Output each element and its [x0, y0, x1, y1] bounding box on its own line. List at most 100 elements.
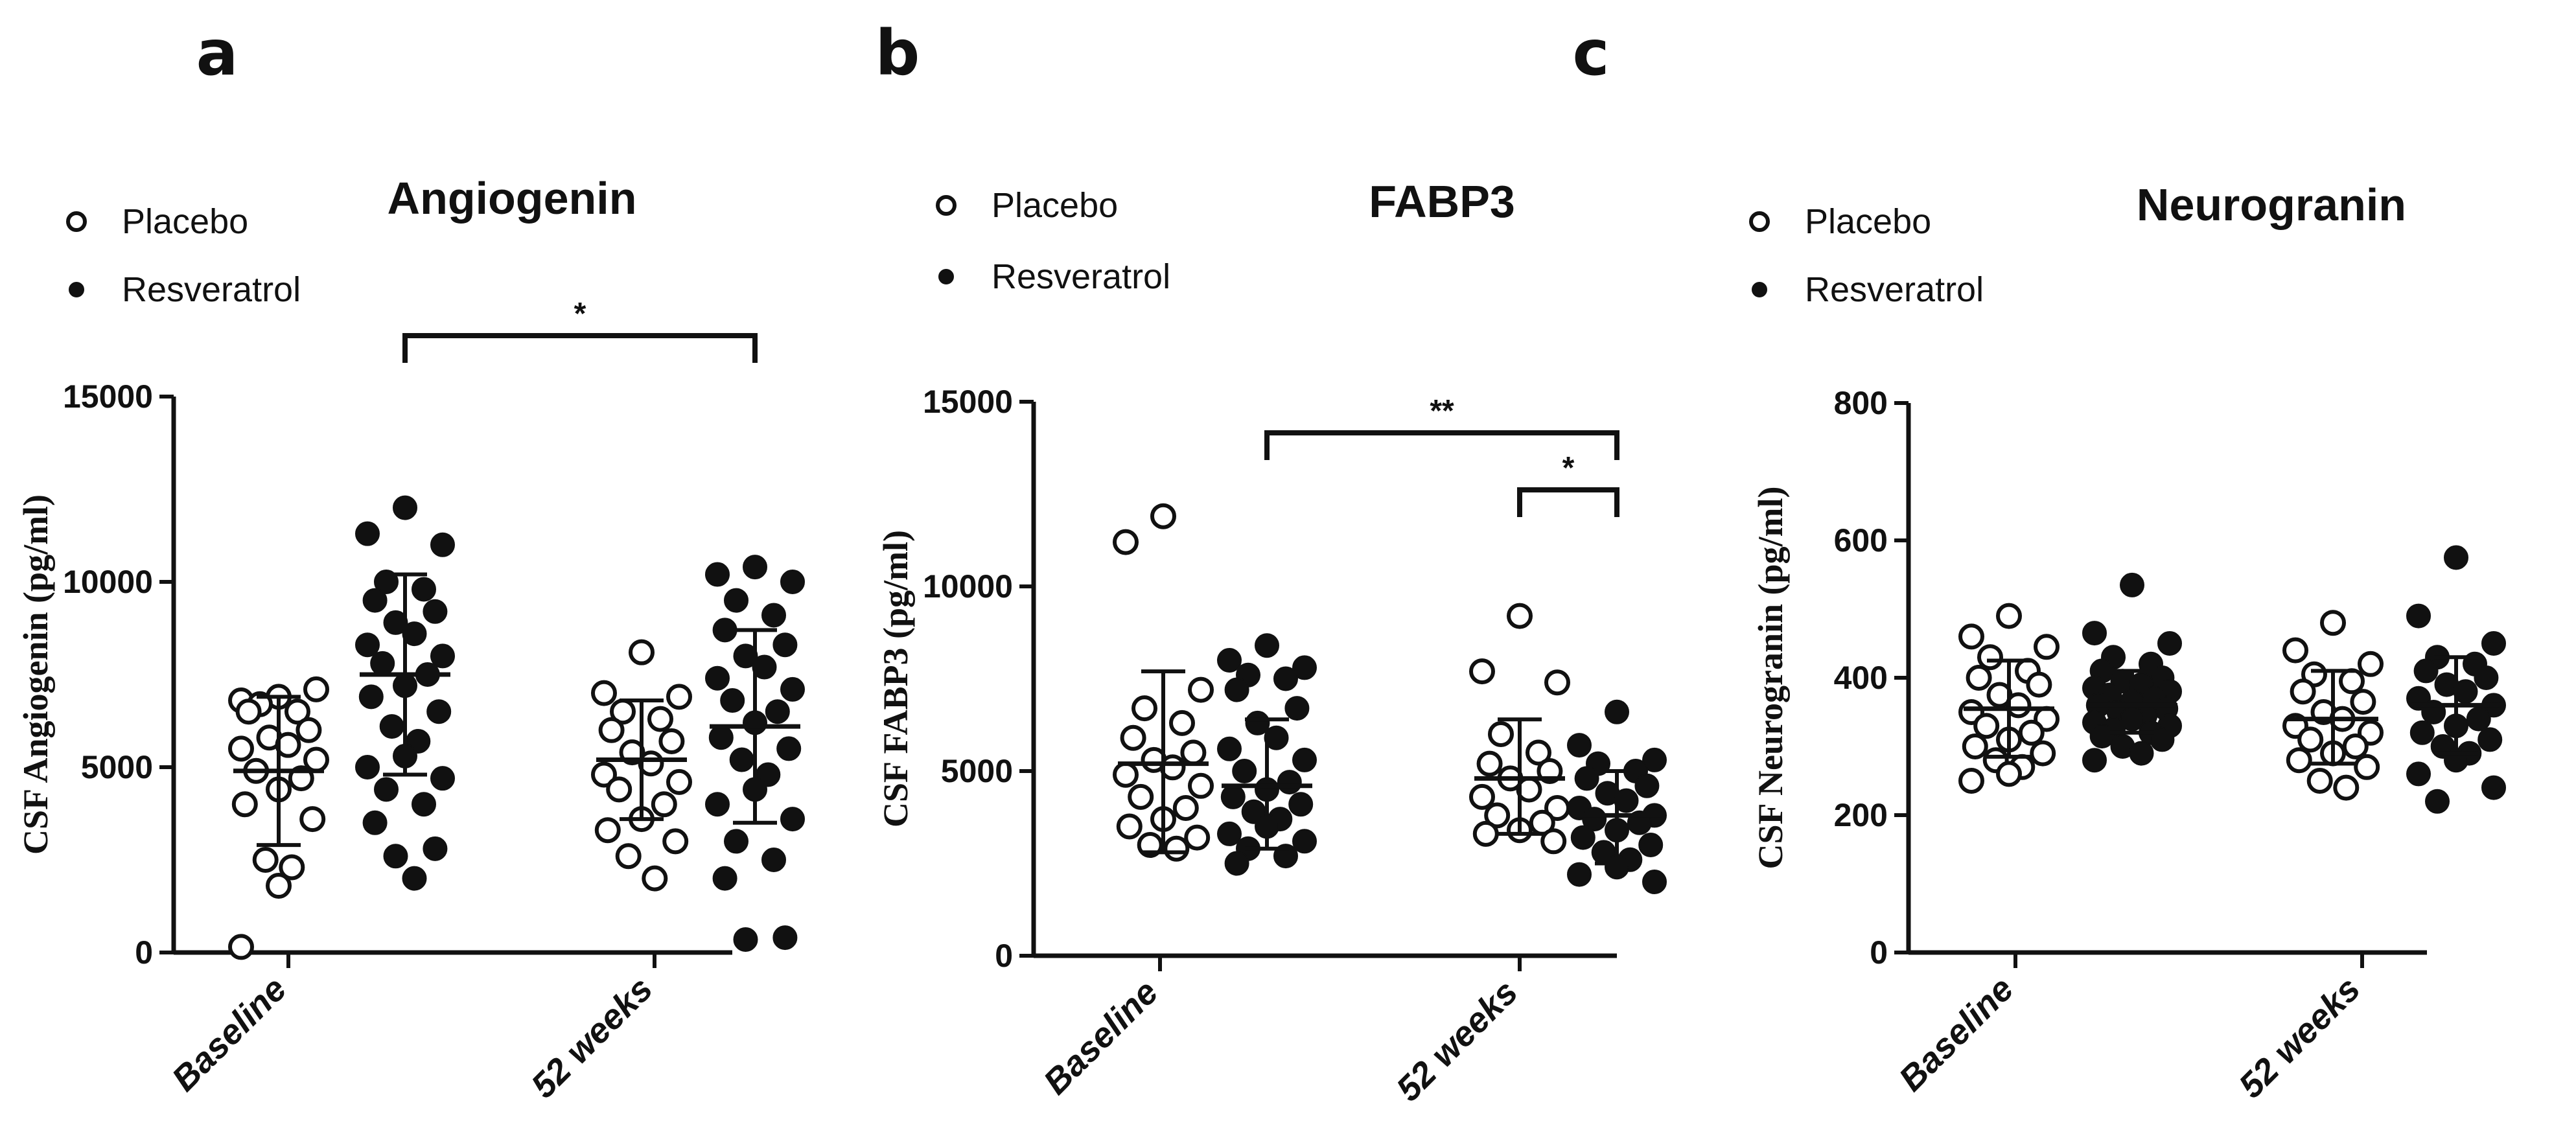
- legend-marker-placebo: [936, 195, 957, 216]
- point-resveratrol: [705, 562, 730, 587]
- point-placebo: [642, 865, 668, 892]
- point-placebo: [1966, 665, 1992, 691]
- point-resveratrol: [705, 792, 730, 817]
- point-placebo: [296, 717, 322, 743]
- point-resveratrol: [430, 532, 455, 557]
- legend-label-resveratrol: Resveratrol: [992, 257, 1170, 296]
- y-tick-label: 400: [1834, 660, 1888, 696]
- point-resveratrol: [1642, 870, 1667, 894]
- point-resveratrol: [1605, 699, 1629, 724]
- panel-1: a Angiogenin Placebo Resveratrol 0 5000 10000 1…: [16, 17, 805, 1105]
- point-placebo: [615, 843, 642, 870]
- point-resveratrol: [402, 621, 427, 647]
- significance-bracket: [1264, 430, 1619, 460]
- point-resveratrol: [412, 792, 436, 817]
- y-tick-label: 800: [1834, 385, 1888, 421]
- point-resveratrol: [2409, 720, 2435, 745]
- point-placebo: [1958, 768, 1984, 794]
- point-resveratrol: [1614, 788, 1639, 813]
- y-tick-label: 600: [1834, 522, 1888, 559]
- significance-label: **: [1430, 394, 1454, 428]
- significance-bracket: [1517, 487, 1619, 517]
- point-placebo: [2339, 668, 2365, 695]
- y-axis-label: CSF Neurogranin (pg/ml): [1751, 486, 1790, 869]
- point-placebo: [1169, 710, 1195, 736]
- point-resveratrol: [2406, 603, 2431, 629]
- point-placebo: [228, 735, 254, 762]
- point-resveratrol: [1642, 747, 1667, 772]
- y-tick-label: 10000: [923, 568, 1013, 605]
- point-resveratrol: [1638, 833, 1664, 857]
- point-placebo: [1113, 761, 1139, 788]
- point-resveratrol: [1232, 759, 1257, 783]
- point-resveratrol: [2474, 665, 2499, 690]
- point-placebo: [231, 791, 258, 818]
- point-resveratrol: [708, 725, 734, 750]
- legend-marker-resveratrol: [938, 269, 954, 284]
- chart-title: FABP3: [1369, 176, 1515, 227]
- point-resveratrol: [1570, 825, 1595, 850]
- point-resveratrol: [733, 927, 758, 952]
- point-placebo: [303, 746, 329, 773]
- point-placebo: [299, 806, 326, 833]
- point-resveratrol: [2466, 706, 2491, 732]
- point-placebo: [2034, 634, 2060, 660]
- y-tick-label: 15000: [63, 378, 153, 415]
- point-resveratrol: [1574, 766, 1599, 791]
- point-resveratrol: [2481, 775, 2506, 800]
- point-placebo: [284, 698, 310, 725]
- point-resveratrol: [430, 643, 455, 669]
- x-tick-label: Baseline: [165, 969, 294, 1098]
- point-resveratrol: [1288, 792, 1314, 817]
- point-resveratrol: [705, 665, 730, 691]
- point-resveratrol: [362, 810, 388, 835]
- point-placebo: [266, 873, 292, 899]
- legend-marker-resveratrol: [69, 282, 84, 297]
- point-placebo: [2342, 733, 2369, 759]
- legend-label-placebo: Placebo: [1805, 202, 1931, 241]
- point-placebo: [2030, 740, 2056, 767]
- y-axis-label: CSF FABP3 (pg/ml): [876, 530, 915, 827]
- point-resveratrol: [393, 495, 417, 520]
- point-resveratrol: [724, 829, 748, 854]
- point-resveratrol: [1284, 696, 1310, 721]
- point-resveratrol: [426, 699, 452, 724]
- y-tick-label: 15000: [923, 384, 1013, 420]
- y-tick-label: 0: [995, 938, 1013, 974]
- legend-label-placebo: Placebo: [122, 202, 248, 241]
- point-placebo: [1469, 783, 1495, 810]
- point-resveratrol: [2120, 572, 2144, 597]
- point-placebo: [1476, 750, 1503, 777]
- point-resveratrol: [733, 643, 758, 669]
- point-placebo: [1996, 761, 2022, 787]
- point-placebo: [1472, 820, 1499, 847]
- point-resveratrol: [412, 577, 436, 602]
- point-placebo: [1469, 658, 1495, 685]
- point-placebo: [1958, 623, 1984, 650]
- point-resveratrol: [2406, 761, 2431, 787]
- x-tick-label: Baseline: [1036, 973, 1165, 1102]
- legend-label-resveratrol: Resveratrol: [1805, 270, 1984, 309]
- x-tick-label: 52 weeks: [524, 969, 660, 1105]
- point-placebo: [1996, 603, 2022, 629]
- point-resveratrol: [355, 755, 380, 779]
- point-resveratrol: [2082, 621, 2107, 646]
- point-resveratrol: [1567, 733, 1592, 758]
- point-placebo: [252, 847, 279, 873]
- point-placebo: [1180, 739, 1207, 766]
- point-placebo: [1973, 713, 2000, 739]
- significance-label: *: [1562, 451, 1575, 485]
- point-resveratrol: [772, 632, 798, 658]
- point-placebo: [1131, 695, 1157, 722]
- point-placebo: [2306, 768, 2333, 794]
- point-resveratrol: [761, 603, 786, 628]
- point-placebo: [2358, 651, 2384, 677]
- point-resveratrol: [761, 848, 786, 872]
- point-resveratrol: [724, 588, 748, 613]
- significance-label: *: [574, 297, 586, 331]
- point-resveratrol: [780, 570, 805, 594]
- point-resveratrol: [1567, 862, 1592, 887]
- point-resveratrol: [2089, 724, 2115, 749]
- point-resveratrol: [1217, 821, 1242, 846]
